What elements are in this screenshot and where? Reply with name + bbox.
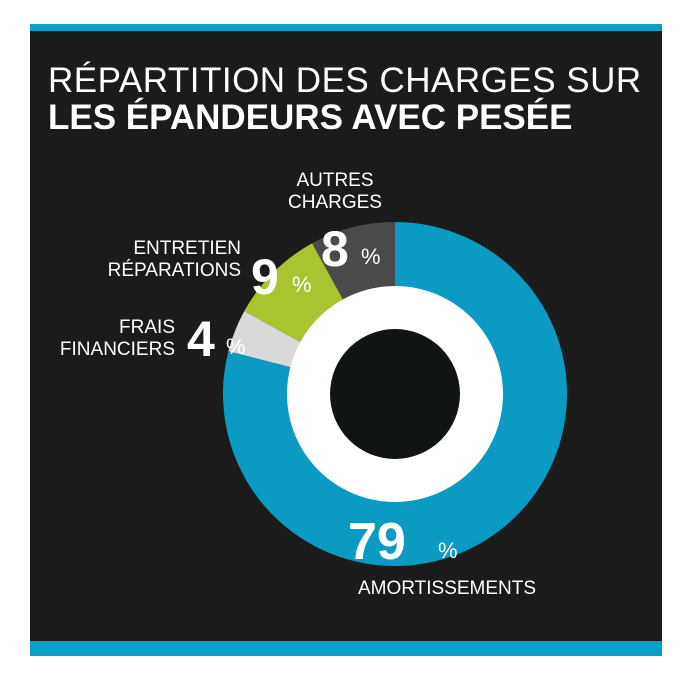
- entretien-value: 9: [251, 249, 279, 305]
- title-line-1: RÉPARTITION DES CHARGES SUR: [48, 61, 642, 100]
- bottom-accent-bar: [30, 641, 662, 656]
- frais-financiers-unit: %: [226, 334, 246, 359]
- entretien-label-line-2: RÉPARATIONS: [108, 260, 241, 281]
- autres-charges-label-line-1: AUTRES: [296, 170, 373, 191]
- autres-charges-label-line-2: CHARGES: [288, 192, 382, 213]
- amortissements-unit: %: [438, 538, 458, 563]
- donut-chart: 79 % AMORTISSEMENTS FRAIS FINANCIERS 4 %…: [60, 170, 567, 599]
- frais-financiers-label-line-1: FRAIS: [119, 317, 175, 338]
- entretien-unit: %: [292, 272, 312, 297]
- entretien-label-line-1: ENTRETIEN: [133, 238, 241, 259]
- title-line-2: LES ÉPANDEURS AVEC PESÉE: [48, 98, 573, 137]
- center-circle: [330, 329, 460, 459]
- frais-financiers-value: 4: [187, 311, 215, 367]
- autres-charges-value: 8: [321, 221, 349, 277]
- top-accent-bar: [30, 24, 662, 31]
- frais-financiers-label-line-2: FINANCIERS: [60, 339, 175, 360]
- amortissements-value: 79: [348, 513, 406, 571]
- autres-charges-unit: %: [361, 244, 381, 269]
- infographic-card: RÉPARTITION DES CHARGES SUR LES ÉPANDEUR…: [30, 24, 662, 656]
- amortissements-label: AMORTISSEMENTS: [358, 578, 536, 599]
